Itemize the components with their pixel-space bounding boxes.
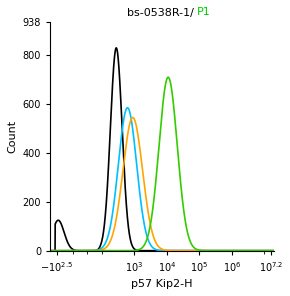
- X-axis label: p57 Kip2-H: p57 Kip2-H: [131, 279, 193, 289]
- Title: bs-0538R-1/ : bs-0538R-1/: [127, 8, 197, 18]
- Text: P1: P1: [197, 7, 211, 17]
- Y-axis label: Count: Count: [7, 120, 17, 153]
